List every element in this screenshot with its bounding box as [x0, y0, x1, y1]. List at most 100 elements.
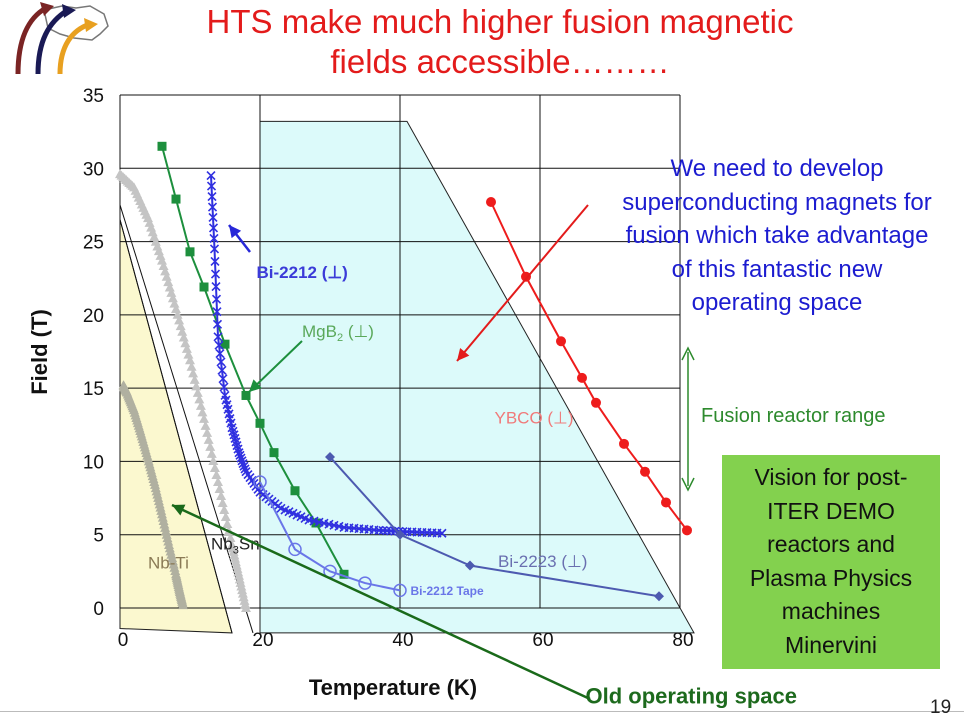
series-ybco	[486, 196, 692, 536]
bi2212tape-label: Bi-2212 Tape	[411, 584, 484, 598]
data-point	[214, 340, 224, 350]
bi2212-arrow-head	[229, 225, 242, 239]
mgb2-arrow-head	[249, 379, 262, 392]
data-point	[163, 277, 174, 287]
x-tick-label: 20	[252, 630, 273, 651]
data-point	[210, 256, 220, 267]
y-tick-label: 30	[83, 159, 104, 180]
bi2223-label: Bi-2223 (⊥)	[498, 552, 587, 571]
data-point	[591, 397, 601, 408]
y-tick-label: 20	[83, 306, 104, 327]
y-axis-label: Field (T)	[27, 309, 52, 395]
data-point	[180, 338, 191, 348]
data-point	[161, 271, 172, 281]
series-nb-ti	[118, 380, 188, 610]
data-point	[225, 532, 236, 542]
data-point	[222, 518, 233, 528]
vision-line-1: Vision for post-	[754, 464, 908, 490]
data-point	[171, 194, 181, 204]
data-point	[217, 365, 227, 375]
data-point	[214, 483, 225, 493]
data-point	[241, 603, 251, 612]
data-point	[209, 233, 219, 243]
data-point	[213, 476, 223, 486]
mgb2-label: MgB2 (⊥)	[302, 322, 374, 344]
nbti-boundary-line	[119, 219, 233, 634]
data-point	[191, 381, 202, 391]
data-point	[186, 361, 197, 371]
callout-line-5: operating space	[691, 289, 863, 316]
y-tick-label: 15	[83, 379, 104, 400]
data-point	[216, 357, 226, 367]
data-point	[240, 464, 250, 474]
y-tick-label: 35	[83, 86, 104, 107]
fusion-range-arrow-bottom	[681, 477, 695, 492]
data-point	[211, 469, 222, 479]
data-point	[206, 171, 216, 181]
data-point	[238, 458, 248, 469]
vision-box: Vision for post- ITER DEMO reactors and …	[722, 455, 940, 669]
data-point	[194, 394, 205, 404]
data-point	[185, 247, 195, 257]
vision-line-2: ITER DEMO	[767, 497, 895, 524]
data-point	[164, 282, 175, 292]
data-point	[216, 490, 227, 500]
ybco-label: YBCO (⊥)	[495, 408, 574, 427]
x-tick-label: 40	[392, 630, 413, 651]
data-point	[619, 438, 629, 449]
data-point	[661, 497, 671, 508]
data-point	[192, 387, 203, 397]
data-point	[521, 271, 531, 282]
footer-divider	[0, 711, 964, 712]
data-point	[219, 382, 229, 392]
data-point	[213, 332, 223, 342]
data-point	[183, 349, 194, 359]
series-line	[329, 456, 660, 598]
data-point	[157, 255, 167, 265]
data-point	[215, 349, 225, 359]
data-point	[197, 407, 208, 417]
data-point	[237, 456, 247, 466]
title-line-2: fields accessible………	[330, 43, 670, 80]
data-point	[269, 448, 279, 458]
old-space-arrow-head	[172, 504, 186, 516]
data-point	[682, 525, 692, 536]
vision-line-3: reactors and	[767, 531, 895, 557]
series-mgb2	[157, 141, 349, 579]
data-point	[577, 372, 587, 383]
old-space-label: Old operating space	[586, 683, 798, 708]
x-axis-label: Temperature (K)	[309, 675, 477, 700]
y-tick-label: 5	[93, 526, 104, 547]
data-point	[157, 141, 167, 151]
data-point	[654, 591, 664, 602]
data-point	[205, 441, 216, 451]
data-point	[325, 452, 335, 463]
data-point	[288, 542, 302, 557]
data-point	[211, 282, 221, 292]
data-point	[358, 576, 372, 590]
data-point	[208, 455, 219, 465]
data-point	[219, 504, 230, 514]
fusion-range-arrow-top	[681, 346, 695, 361]
bi2212-label: Bi-2212 (⊥)	[257, 263, 348, 282]
series-bi-2223	[325, 452, 664, 602]
data-point	[181, 343, 192, 353]
data-point	[160, 266, 171, 276]
data-point	[172, 309, 183, 319]
x-tick-label: 60	[532, 630, 553, 651]
data-point	[185, 355, 195, 365]
data-point	[177, 326, 188, 336]
data-point	[206, 448, 217, 458]
mgb2-arrow	[248, 340, 303, 393]
data-point	[178, 600, 188, 610]
data-point	[212, 307, 222, 317]
data-point	[486, 196, 496, 207]
data-point	[167, 293, 178, 303]
callout-red-arrow-head	[457, 347, 470, 361]
data-point	[234, 448, 244, 458]
data-point	[200, 420, 211, 430]
data-point	[220, 511, 231, 521]
data-point	[188, 368, 199, 378]
x-tick-label: 0	[118, 630, 129, 651]
data-point	[255, 418, 265, 428]
